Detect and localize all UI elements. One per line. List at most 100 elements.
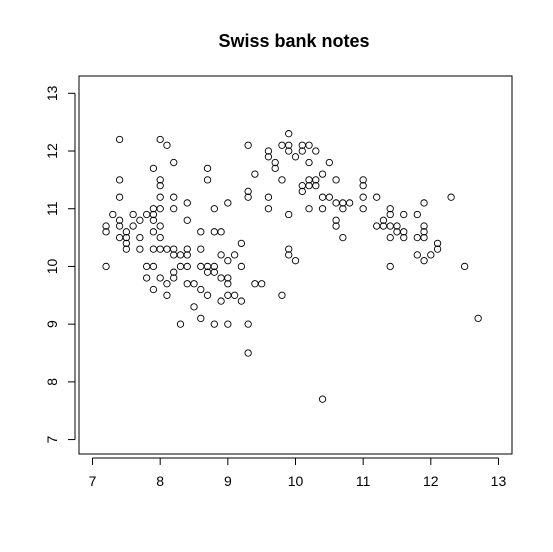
data-point xyxy=(264,205,273,213)
data-point xyxy=(149,245,158,253)
data-point xyxy=(447,193,455,201)
x-tick-label: 7 xyxy=(89,473,97,489)
data-point xyxy=(237,297,246,305)
data-point xyxy=(312,181,320,190)
data-point xyxy=(474,314,482,323)
data-point xyxy=(217,297,225,305)
data-point xyxy=(420,222,428,230)
data-point xyxy=(312,176,320,184)
data-point xyxy=(170,205,178,213)
data-point xyxy=(359,205,367,213)
data-point xyxy=(251,170,259,178)
data-point xyxy=(285,147,293,155)
data-point xyxy=(203,176,212,184)
data-point xyxy=(203,164,212,172)
data-point xyxy=(318,205,327,213)
data-point xyxy=(183,245,191,253)
data-point xyxy=(244,193,252,201)
x-tick-label: 11 xyxy=(356,473,371,489)
data-point xyxy=(183,280,191,288)
data-point xyxy=(176,262,185,271)
x-tick-label: 12 xyxy=(423,473,439,489)
data-point xyxy=(102,222,110,230)
data-point xyxy=(285,130,293,138)
data-point xyxy=(210,268,218,276)
y-axis: 7 8 9 10 11 12 13 xyxy=(44,85,76,443)
x-tick-label: 10 xyxy=(288,473,304,489)
data-point xyxy=(217,228,225,236)
data-point xyxy=(136,245,144,253)
data-point xyxy=(210,228,218,236)
data-point xyxy=(359,176,367,184)
data-point xyxy=(115,135,124,144)
data-point xyxy=(143,274,151,282)
data-point xyxy=(149,285,158,294)
data-point xyxy=(318,193,327,201)
data-point xyxy=(115,193,124,201)
data-point xyxy=(183,216,191,224)
data-point xyxy=(156,193,164,201)
data-point xyxy=(122,245,131,253)
data-point xyxy=(413,251,421,259)
data-point xyxy=(433,239,442,248)
data-point xyxy=(156,233,164,242)
data-point xyxy=(109,210,117,219)
data-point xyxy=(170,268,178,276)
data-point xyxy=(278,141,286,149)
data-point xyxy=(298,187,306,196)
data-point xyxy=(264,193,273,201)
data-point xyxy=(183,251,191,259)
data-point xyxy=(149,164,158,172)
y-tick-label: 11 xyxy=(44,201,60,216)
data-point xyxy=(102,262,110,271)
data-point xyxy=(258,280,266,288)
data-point xyxy=(244,141,252,149)
data-point xyxy=(156,245,164,253)
data-point xyxy=(271,164,279,172)
data-point xyxy=(373,222,381,230)
data-point xyxy=(163,141,171,149)
data-point xyxy=(400,228,408,236)
data-point xyxy=(163,291,171,299)
data-point xyxy=(339,205,347,213)
data-point xyxy=(244,320,252,328)
data-point xyxy=(420,199,428,207)
data-point xyxy=(305,158,313,167)
data-point xyxy=(197,314,205,323)
data-point xyxy=(190,280,198,288)
data-point xyxy=(129,222,137,230)
x-axis: 7 8 9 10 11 12 13 xyxy=(89,457,506,489)
data-point xyxy=(339,233,347,242)
data-point xyxy=(460,262,469,271)
data-point xyxy=(413,233,421,242)
data-point xyxy=(217,274,225,282)
data-point xyxy=(386,222,394,230)
y-tick-label: 13 xyxy=(44,85,60,101)
data-point xyxy=(163,245,171,253)
data-point xyxy=(210,205,218,213)
data-point xyxy=(176,320,185,328)
data-point xyxy=(237,239,246,248)
data-point xyxy=(224,280,232,288)
y-tick-label: 7 xyxy=(44,435,60,443)
data-point xyxy=(305,141,313,149)
data-point xyxy=(122,228,131,236)
y-tick-label: 10 xyxy=(44,258,60,274)
data-point xyxy=(298,147,306,155)
data-point xyxy=(420,233,428,242)
data-point xyxy=(332,222,340,230)
data-point xyxy=(386,233,394,242)
y-tick-label: 9 xyxy=(44,320,60,328)
data-point xyxy=(285,251,293,259)
data-point xyxy=(224,291,232,299)
data-point xyxy=(332,176,340,184)
data-point xyxy=(386,210,394,219)
data-point xyxy=(115,233,124,242)
data-point xyxy=(143,262,151,271)
data-point xyxy=(264,153,273,161)
x-tick-label: 8 xyxy=(156,473,164,489)
data-point xyxy=(149,228,158,236)
data-point xyxy=(115,222,124,230)
data-point xyxy=(156,135,164,144)
data-point xyxy=(122,233,131,242)
